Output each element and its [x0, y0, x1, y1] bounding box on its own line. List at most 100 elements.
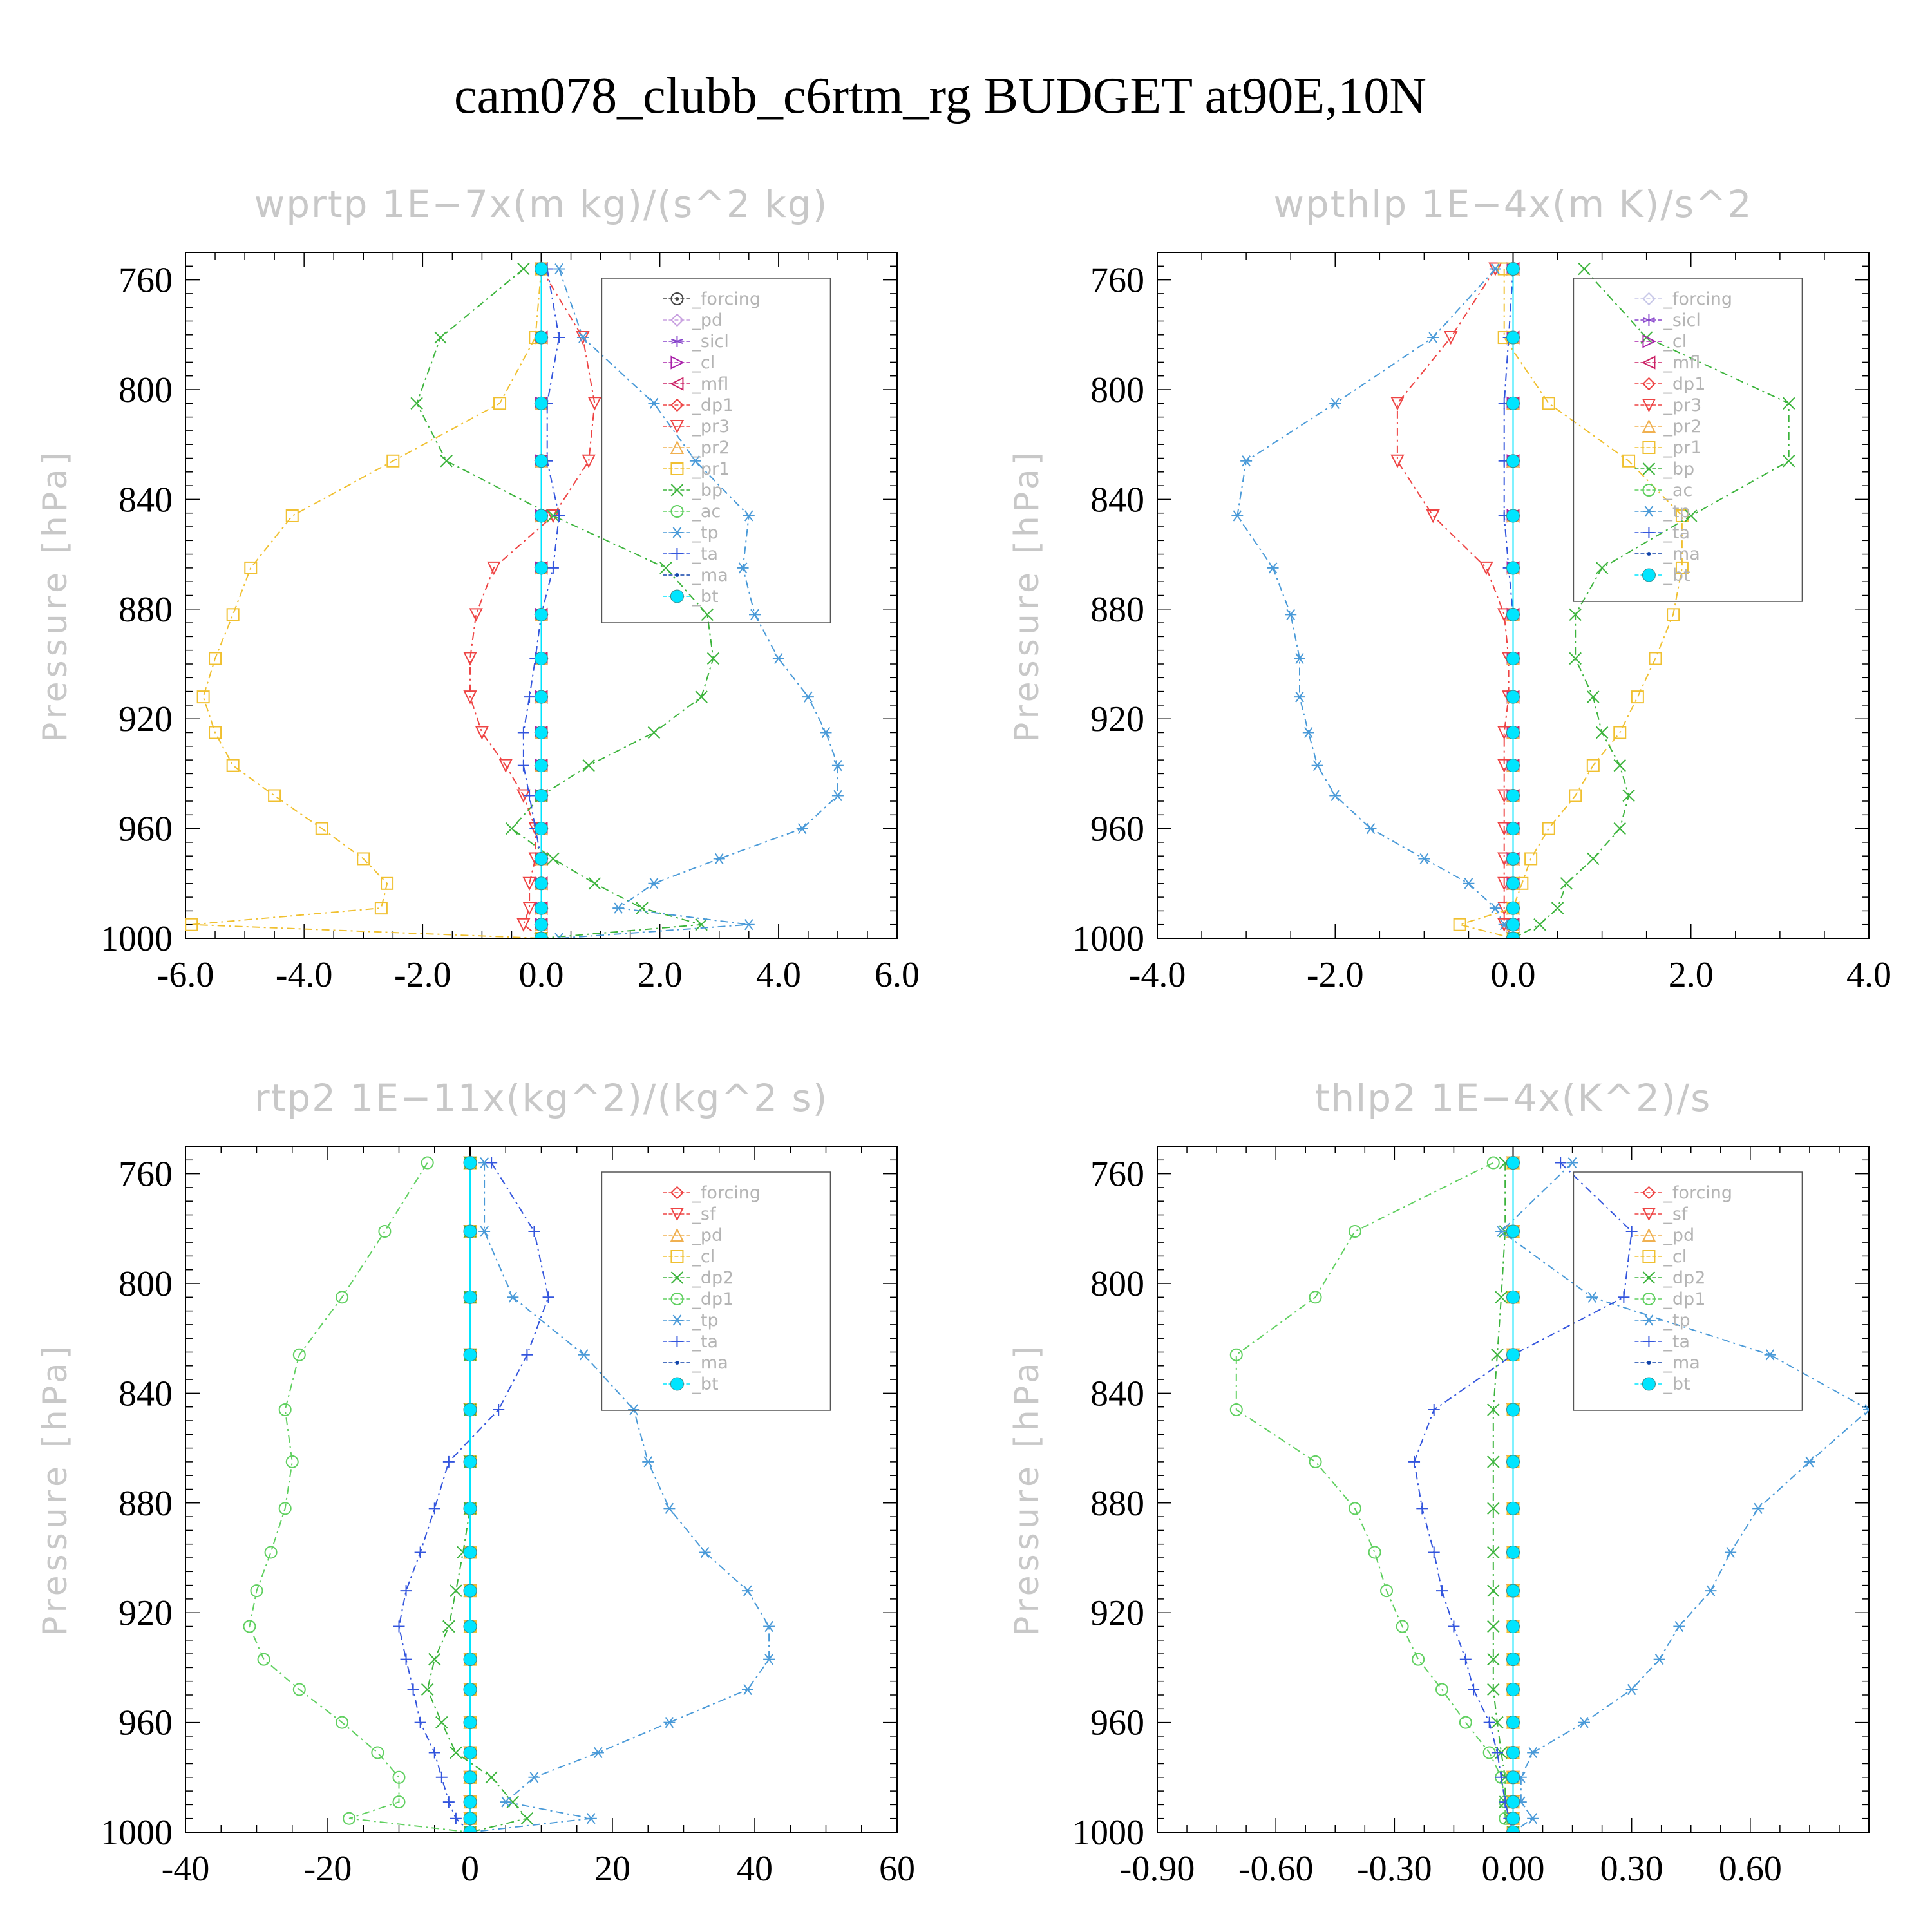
- data-point-bt: [1506, 1584, 1520, 1598]
- legend-entry: _tp: [1663, 502, 1690, 522]
- data-point-tp: [1653, 1654, 1665, 1665]
- legend-entry: _pr1: [691, 459, 730, 479]
- data-point-ta: [1483, 1716, 1495, 1728]
- data-point-tp: [528, 1772, 540, 1783]
- y-tick-label: 920: [118, 1593, 173, 1633]
- series-line-tp: [1236, 268, 1514, 938]
- panel-title: rtp2 1E−11x(kg^2)/(kg^2 s): [254, 1076, 829, 1120]
- x-tick-label: -20: [304, 1849, 352, 1889]
- data-point-dp2: [450, 1584, 462, 1597]
- legend-entry: _pr2: [1663, 417, 1701, 437]
- data-point-tp: [1267, 562, 1279, 574]
- data-point-ta: [517, 726, 529, 739]
- y-axis-label: Pressure [hPa]: [36, 448, 75, 743]
- legend-marker: [1643, 527, 1655, 538]
- data-point-bp: [1595, 562, 1609, 574]
- y-tick-label: 1000: [100, 919, 173, 959]
- data-point-tp: [663, 1502, 676, 1514]
- data-point-bt: [1506, 759, 1520, 773]
- data-point-tp: [553, 933, 565, 938]
- data-point-tp: [578, 1349, 590, 1361]
- data-point-tp: [553, 263, 565, 275]
- data-point-pr3: [463, 690, 477, 705]
- legend-marker: [1647, 1361, 1651, 1365]
- legend-marker: [670, 420, 685, 434]
- data-point-bp: [647, 726, 661, 739]
- data-point-dp1: [1380, 1584, 1394, 1598]
- data-point-tp: [1285, 609, 1297, 620]
- data-point-bt: [1506, 1770, 1520, 1785]
- data-point-pr3: [1390, 397, 1405, 411]
- data-point-pr1: [244, 561, 258, 574]
- legend-marker: [671, 1336, 683, 1347]
- series-line-pr1: [1457, 269, 1683, 938]
- data-point-bt: [535, 607, 548, 621]
- chart-panel-4: thlp2 1E−4x(K^2)/s Pressure [hPa] -0.90 -0.…: [1008, 1076, 1870, 1889]
- data-point-tp: [1566, 1157, 1578, 1169]
- data-point-dp2: [428, 1653, 441, 1666]
- data-point-bp: [1685, 509, 1698, 522]
- data-point-bt: [1506, 1348, 1520, 1362]
- data-point-tp: [1578, 1717, 1590, 1728]
- data-point-ta: [442, 1455, 455, 1468]
- data-point-tp: [628, 1404, 640, 1416]
- data-point-ta: [414, 1546, 426, 1558]
- data-point-bt: [535, 726, 548, 739]
- data-point-bt: [535, 931, 548, 938]
- data-point-bt: [463, 1682, 477, 1696]
- data-point-dp1: [1396, 1620, 1409, 1633]
- data-point-tp: [796, 823, 808, 835]
- legend-marker: [1642, 419, 1656, 433]
- x-tick-label: 6.0: [875, 955, 920, 995]
- data-point-dp2: [1487, 1455, 1500, 1468]
- data-point-bt: [1506, 788, 1520, 802]
- data-point-bt: [535, 509, 548, 523]
- data-point-tp: [741, 1585, 753, 1596]
- data-point-ta: [1468, 1683, 1480, 1696]
- y-tick-label: 840: [1090, 1374, 1144, 1414]
- data-point-bt: [1506, 1290, 1520, 1304]
- data-point-bt: [1506, 931, 1520, 938]
- data-point-ta: [524, 790, 536, 802]
- data-point-pr1: [1542, 822, 1555, 835]
- data-point-bt: [535, 901, 548, 915]
- data-point-bt: [535, 759, 548, 773]
- x-tick-label: 4.0: [756, 955, 801, 995]
- data-point-bp: [440, 455, 453, 468]
- data-point-bt: [535, 262, 548, 276]
- y-tick-label: 800: [118, 1264, 173, 1304]
- y-tick-label: 920: [118, 699, 173, 739]
- legend-marker: [670, 313, 684, 327]
- data-point-pr1: [1542, 397, 1555, 410]
- data-point-bp: [706, 652, 720, 665]
- data-point-bp: [1533, 918, 1546, 931]
- legend-entry: _pd: [1663, 1226, 1694, 1245]
- data-point-bt: [463, 1812, 477, 1826]
- data-point-bt: [535, 876, 548, 891]
- data-point-ta: [428, 1747, 440, 1759]
- legend-entry: _pr3: [691, 417, 730, 437]
- legend-marker: [670, 589, 684, 603]
- data-point-pr1: [381, 876, 394, 890]
- data-point-tp: [585, 1813, 597, 1824]
- data-point-tp: [689, 455, 701, 467]
- data-point-bt: [463, 1716, 477, 1730]
- x-tick-label: -0.60: [1238, 1849, 1314, 1889]
- legend-entry: _tp: [691, 523, 718, 543]
- chart-panel-3: rtp2 1E−11x(kg^2)/(kg^2 s) Pressure [hPa]…: [36, 1076, 915, 1889]
- legend-entry: _bt: [1663, 565, 1690, 585]
- data-point-bp: [1613, 759, 1626, 772]
- data-point-tp: [831, 760, 844, 772]
- legend-marker: [1642, 1227, 1656, 1242]
- data-point-bp: [588, 877, 601, 890]
- data-point-bt: [463, 1403, 477, 1417]
- data-point-dp1: [336, 1291, 349, 1304]
- data-point-tp: [576, 332, 589, 343]
- data-point-bt: [535, 396, 548, 410]
- data-point-pr3: [463, 652, 477, 666]
- data-point-tp: [1329, 790, 1341, 802]
- data-point-dp1: [378, 1225, 392, 1238]
- data-point-ta: [1408, 1455, 1421, 1468]
- legend-marker: [1642, 1293, 1656, 1305]
